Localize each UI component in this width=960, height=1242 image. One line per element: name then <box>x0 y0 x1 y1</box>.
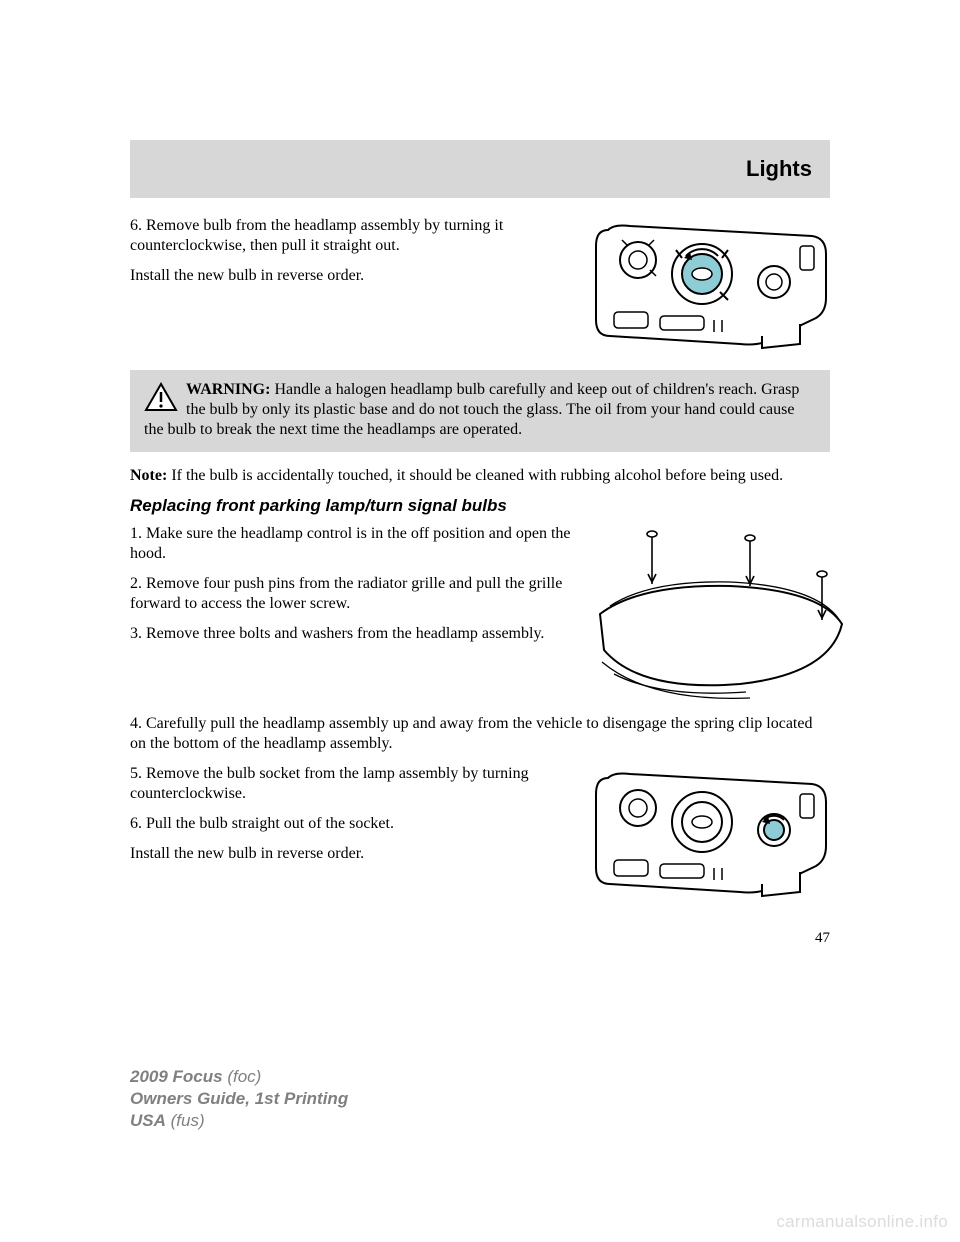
warning-icon <box>144 382 178 412</box>
headlamp-rear-diagram-2 <box>590 764 830 904</box>
note-label: Note: <box>130 467 167 484</box>
footer-model: 2009 Focus <box>130 1067 223 1086</box>
s2-step2: 2. Remove four push pins from the radiat… <box>130 574 574 614</box>
note-text: If the bulb is accidentally touched, it … <box>167 467 783 484</box>
section-header: Lights <box>130 140 830 198</box>
warning-label: WARNING: <box>186 381 270 398</box>
footer-guide: Owners Guide, 1st Printing <box>130 1088 348 1110</box>
section-title: Lights <box>746 156 812 182</box>
s2-step4: 4. Carefully pull the headlamp assembly … <box>130 714 830 754</box>
footer-code1: (foc) <box>223 1067 262 1086</box>
headlamp-rear-diagram-1 <box>590 216 830 356</box>
headlamp-top-diagram <box>590 524 830 714</box>
step-6a: 6. Remove bulb from the headlamp assembl… <box>130 216 574 256</box>
page-number: 47 <box>130 930 830 947</box>
watermark: carmanualsonline.info <box>776 1212 948 1232</box>
footer: 2009 Focus (foc) Owners Guide, 1st Print… <box>130 1066 348 1132</box>
s2-step3: 3. Remove three bolts and washers from t… <box>130 624 574 644</box>
note-paragraph: Note: If the bulb is accidentally touche… <box>130 466 830 486</box>
s2-step6: 6. Pull the bulb straight out of the soc… <box>130 814 574 834</box>
subheading: Replacing front parking lamp/turn signal… <box>130 496 830 516</box>
install-note-1: Install the new bulb in reverse order. <box>130 266 574 286</box>
s2-step5: 5. Remove the bulb socket from the lamp … <box>130 764 574 804</box>
footer-code2: (fus) <box>166 1111 205 1130</box>
install-note-2: Install the new bulb in reverse order. <box>130 844 574 864</box>
footer-region: USA <box>130 1111 166 1130</box>
warning-box: WARNING: Handle a halogen headlamp bulb … <box>130 370 830 452</box>
s2-step1: 1. Make sure the headlamp control is in … <box>130 524 574 564</box>
